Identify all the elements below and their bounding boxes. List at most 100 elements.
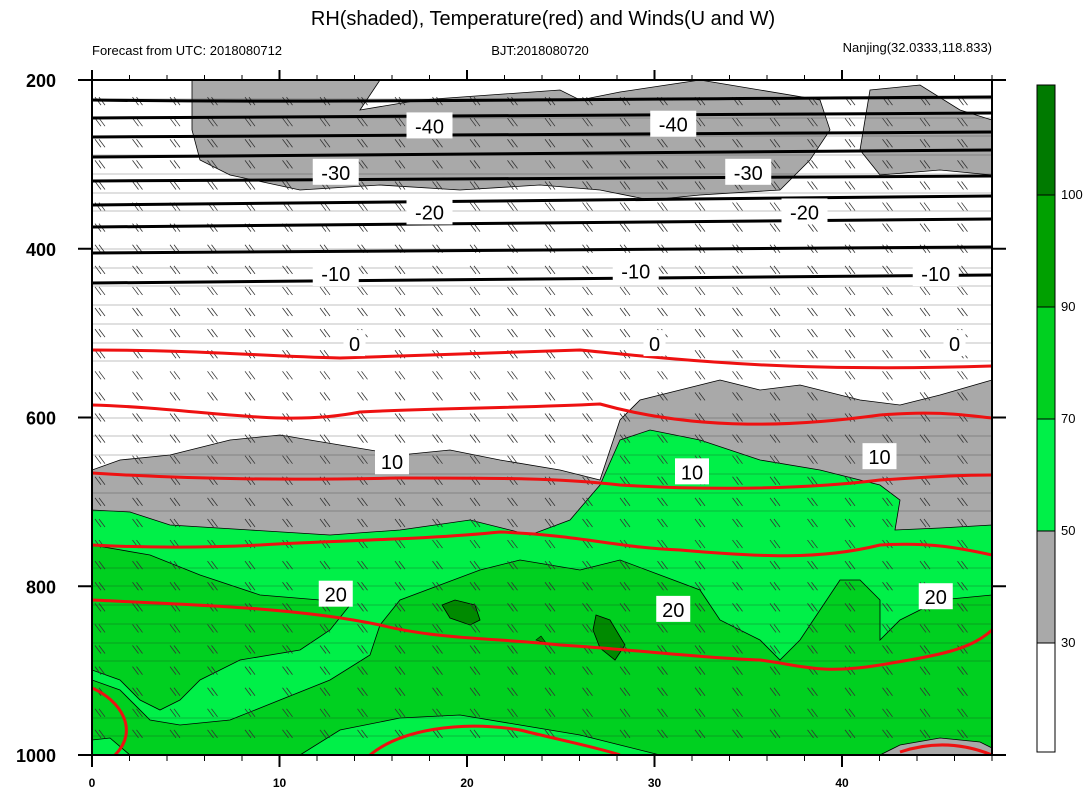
wind-barb-flag	[398, 328, 406, 338]
wind-barb	[582, 624, 589, 633]
contour-label: -40	[415, 116, 444, 138]
wind-barb	[169, 582, 177, 591]
wind-barb	[507, 666, 514, 675]
wind-barb-flag	[361, 202, 368, 211]
wind-barb	[844, 518, 852, 528]
wind-barb	[657, 307, 664, 317]
wind-barb-flag	[623, 392, 631, 401]
wind-barb	[732, 265, 739, 275]
wind-barb	[544, 666, 552, 675]
wind-barb-flag	[811, 392, 818, 401]
wind-barb	[919, 139, 927, 148]
wind-barb-flag	[811, 223, 818, 232]
wind-barb-flag	[811, 624, 818, 633]
wind-barb	[769, 729, 777, 739]
wind-barb	[732, 666, 739, 675]
wind-barb	[582, 328, 589, 338]
wind-barb-flag	[361, 497, 368, 507]
wind-barb	[582, 687, 589, 696]
wind-barb-flag	[623, 518, 631, 528]
wind-barb	[995, 371, 1001, 379]
wind-barb-flag	[586, 560, 593, 570]
wind-barb-flag	[736, 518, 743, 528]
wind-barb	[394, 603, 402, 612]
wind-barb	[432, 708, 439, 718]
wind-barb-flag	[736, 624, 743, 633]
wind-barb-flag	[248, 160, 256, 169]
wind-barb-flag	[248, 624, 256, 633]
wind-barb-flag	[961, 666, 968, 675]
wind-barb-flag	[811, 582, 818, 591]
wind-barb-flag	[248, 286, 256, 296]
wind-barb-flag	[661, 539, 668, 549]
wind-barb	[807, 286, 814, 296]
wind-barb-flag	[136, 497, 143, 507]
wind-barb-flag	[698, 434, 706, 443]
wind-barb	[619, 286, 627, 296]
wind-barb	[394, 160, 402, 169]
wind-barb	[169, 139, 177, 148]
wind-barb	[769, 518, 777, 528]
colorbar-label: 30	[1061, 635, 1075, 650]
wind-barb-flag	[136, 371, 143, 380]
y-tick-label: 600	[26, 409, 56, 429]
wind-barb	[995, 456, 1001, 464]
wind-barb-flag	[473, 202, 481, 211]
wind-barb	[319, 455, 327, 464]
wind-barb	[919, 307, 927, 317]
wind-barb-flag	[436, 392, 443, 401]
wind-barb	[94, 708, 102, 718]
wind-barb-flag	[323, 560, 331, 570]
wind-barb-flag	[811, 349, 818, 359]
wind-barb	[807, 476, 814, 486]
wind-barb-flag	[848, 117, 856, 127]
wind-barb	[394, 434, 402, 443]
wind-barb	[319, 392, 327, 401]
wind-barb	[94, 624, 102, 633]
wind-barb	[732, 455, 739, 464]
wind-barb	[544, 181, 552, 190]
wind-barb-flag	[661, 455, 668, 464]
wind-barb	[469, 202, 477, 211]
y-tick-label: 1000	[16, 746, 56, 766]
wind-barb-flag	[923, 117, 931, 127]
wind-barb	[694, 624, 702, 633]
rh-shade-70-90	[92, 544, 992, 755]
wind-barb-flag	[623, 708, 631, 718]
wind-barb-flag	[698, 117, 706, 127]
wind-barb-flag	[211, 117, 218, 127]
wind-barb-flag	[136, 645, 143, 654]
wind-barb-flag	[661, 687, 668, 696]
wind-barb-flag	[173, 117, 181, 127]
wind-barb-flag	[548, 371, 556, 380]
wind-barb-flag	[999, 498, 1005, 506]
wind-barb-flag	[98, 371, 106, 380]
wind-barb	[807, 139, 814, 148]
wind-barb	[732, 476, 739, 486]
wind-barb-flag	[961, 497, 968, 507]
wind-barb	[807, 307, 814, 317]
wind-barb	[544, 603, 552, 612]
wind-barb-flag	[398, 645, 406, 654]
wind-barb-flag	[98, 307, 106, 317]
wind-barb	[919, 497, 927, 507]
wind-barb-flag	[961, 117, 968, 127]
wind-barb-flag	[736, 413, 743, 422]
wind-barb-flag	[623, 307, 631, 317]
wind-barb	[207, 117, 214, 127]
wind-barb	[244, 645, 252, 654]
wind-barb-flag	[436, 687, 443, 696]
wind-barb-flag	[698, 560, 706, 570]
wind-barb	[394, 286, 402, 296]
wind-barb	[432, 729, 439, 739]
wind-barb-flag	[473, 181, 481, 190]
wind-barb-flag	[848, 708, 856, 718]
wind-barb-flag	[811, 645, 818, 654]
wind-barb	[582, 202, 589, 211]
wind-barb	[919, 286, 927, 296]
wind-barb-flag	[773, 666, 781, 675]
wind-barb-flag	[848, 307, 856, 317]
wind-barb	[469, 603, 477, 612]
wind-barb	[769, 560, 777, 570]
wind-barb-flag	[661, 434, 668, 443]
